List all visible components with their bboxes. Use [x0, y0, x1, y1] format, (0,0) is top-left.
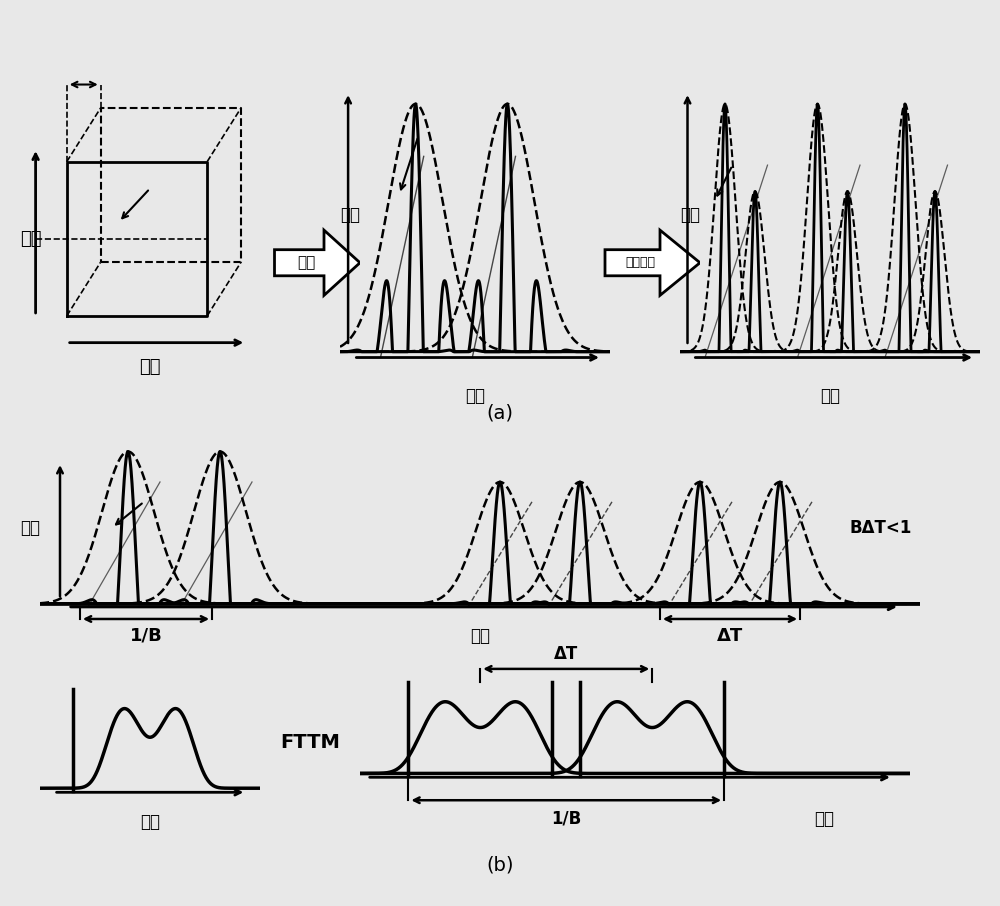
Text: 频谱塑形: 频谱塑形	[625, 256, 655, 269]
Text: 波长: 波长	[20, 230, 42, 247]
Text: 波长: 波长	[680, 206, 700, 224]
Text: (a): (a)	[486, 404, 514, 422]
Text: 波长: 波长	[340, 206, 360, 224]
Text: 时间: 时间	[139, 358, 161, 376]
Polygon shape	[274, 230, 360, 295]
Text: 波长: 波长	[140, 813, 160, 831]
Text: ΔT: ΔT	[554, 644, 578, 662]
Text: ΔT: ΔT	[717, 627, 743, 644]
Text: 调制: 调制	[297, 255, 315, 270]
Text: 时间: 时间	[820, 387, 840, 405]
Text: 时间: 时间	[465, 387, 485, 405]
Text: 1/B: 1/B	[130, 627, 162, 644]
Text: FTTM: FTTM	[280, 734, 340, 752]
Text: (b): (b)	[486, 856, 514, 874]
Text: 1/B: 1/B	[551, 809, 581, 827]
Text: 波长: 波长	[20, 518, 40, 536]
Text: BΔT<1: BΔT<1	[850, 518, 912, 536]
Text: 时间: 时间	[814, 811, 834, 828]
Text: 时间: 时间	[470, 627, 490, 644]
Polygon shape	[605, 230, 700, 295]
